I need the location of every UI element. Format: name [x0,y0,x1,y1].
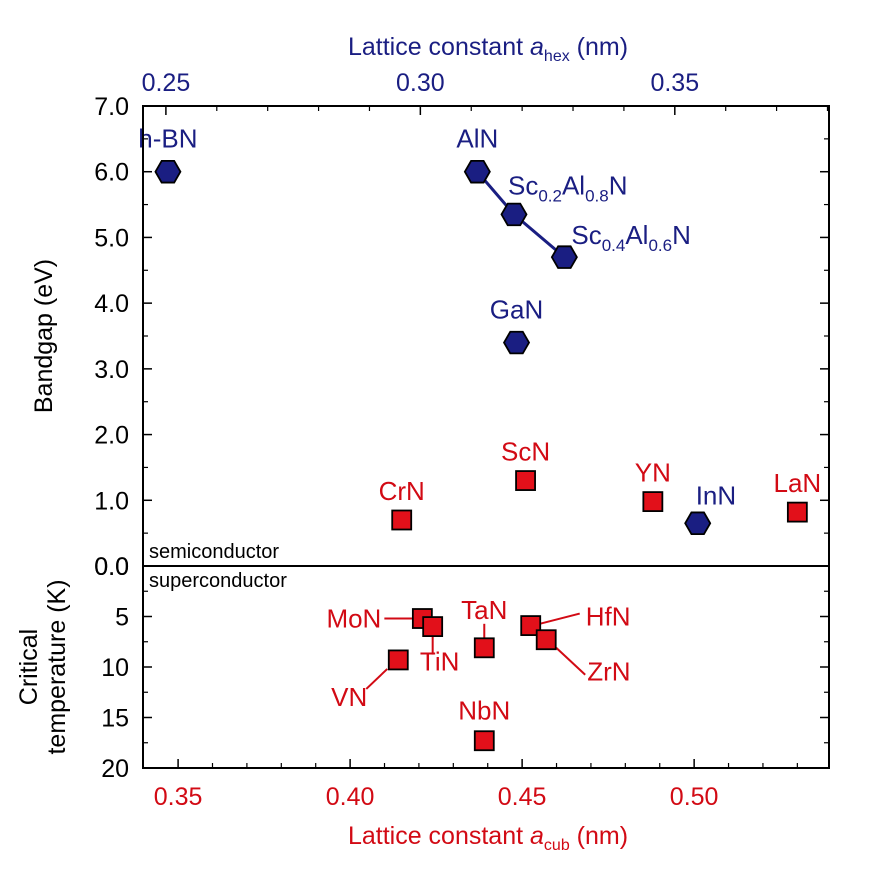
cubic-marker-yn [642,491,664,513]
bandgap-tick-label: 5.0 [94,224,129,252]
top-tick-label: 0.30 [396,69,445,97]
cubic-marker-lan [786,501,808,523]
hex-label-inn: InN [696,480,736,510]
hex-label-sc0-2al0-8n: Sc0.2Al0.8N [508,170,628,205]
tc-label-hfn: HfN [586,602,631,632]
tc-label-mon: MoN [326,604,381,634]
bandgap-tick-label: 0.0 [94,553,129,581]
cubic-label-lan: LaN [773,468,821,498]
bottom-tick-label: 0.45 [498,783,547,811]
bottom-tick-label: 0.40 [326,783,375,811]
bandgap-tick-label: 7.0 [94,93,129,121]
cubic-marker-scn [515,470,536,491]
hex-label-aln: AlN [456,124,498,154]
tc-tick-label: 15 [101,705,129,733]
leader-zrn [555,646,586,676]
tc-axis-title-line1: Critical [15,629,43,705]
tc-marker-tan [473,637,495,659]
bandgap-tick-label: 4.0 [94,290,129,318]
tc-label-vn: VN [331,682,367,712]
tc-tick-label: 20 [101,755,129,783]
label-leader-lines [365,612,586,690]
bandgap-tick-label: 1.0 [94,487,129,515]
hex-label-h-bn: h-BN [138,124,197,154]
top-tick-label: 0.35 [650,69,699,97]
tc-marker-nbn [473,730,495,752]
tc-label-tan: TaN [461,595,507,625]
text-labels: 0.35 0.40 0.45 0.50 0.25 0.30 0.35 0.0 1.0 2.0 3.0… [15,33,821,854]
cubic-label-yn: YN [635,458,671,488]
hex-marker-h-bn [154,159,182,184]
hex-marker-sc0-4al0-6n [550,245,578,269]
tc-label-nbn: NbN [458,696,510,726]
bottom-tick-label: 0.35 [154,783,203,811]
bottom-tick-label: 0.50 [670,783,719,811]
tc-tick-label: 10 [101,654,129,682]
semiconductor-region-label: semiconductor [149,541,279,563]
tc-label-zrn: ZrN [587,657,630,687]
hex-marker-aln [463,159,491,184]
leader-vn [365,668,388,690]
top-tick-label: 0.25 [142,69,191,97]
bandgap-axis-title: Bandgap (eV) [30,259,58,413]
cubic-marker-crn [391,509,413,531]
tc-axis-title-line2: temperature (K) [43,579,71,754]
bandgap-tick-label: 3.0 [94,356,129,384]
tc-marker-hfn [520,615,542,636]
plot-frame [142,105,830,769]
cubic-label-scn: ScN [501,437,550,467]
tc-tick-label: 5 [115,604,129,632]
tc-marker-vn [387,649,409,671]
axis-ticks [143,105,829,769]
superconductor-region-label: superconductor [149,570,287,592]
bandgap-tick-label: 0.0 [94,553,129,581]
tc-marker-zrn [535,629,557,651]
bandgap-tick-label: 2.0 [94,422,129,450]
hex-label-gan: GaN [490,295,543,325]
hex-label-sc0-4al0-6n: Sc0.4Al0.6N [571,220,691,255]
bandgap-tick-label: 6.0 [94,159,129,187]
hex-marker-sc0-2al0-8n [500,202,528,227]
hex-marker-inn [684,511,712,536]
tc-label-tin: TiN [420,647,459,677]
bottom-axis-title: Lattice constant acub (nm) [348,822,628,854]
leader-hfn [540,612,580,625]
tc-marker-tin [422,616,444,637]
cubic-label-crn: CrN [379,476,425,506]
data-markers [154,159,808,752]
hex-marker-gan [502,330,531,355]
top-axis-title: Lattice constant ahex (nm) [348,33,628,65]
